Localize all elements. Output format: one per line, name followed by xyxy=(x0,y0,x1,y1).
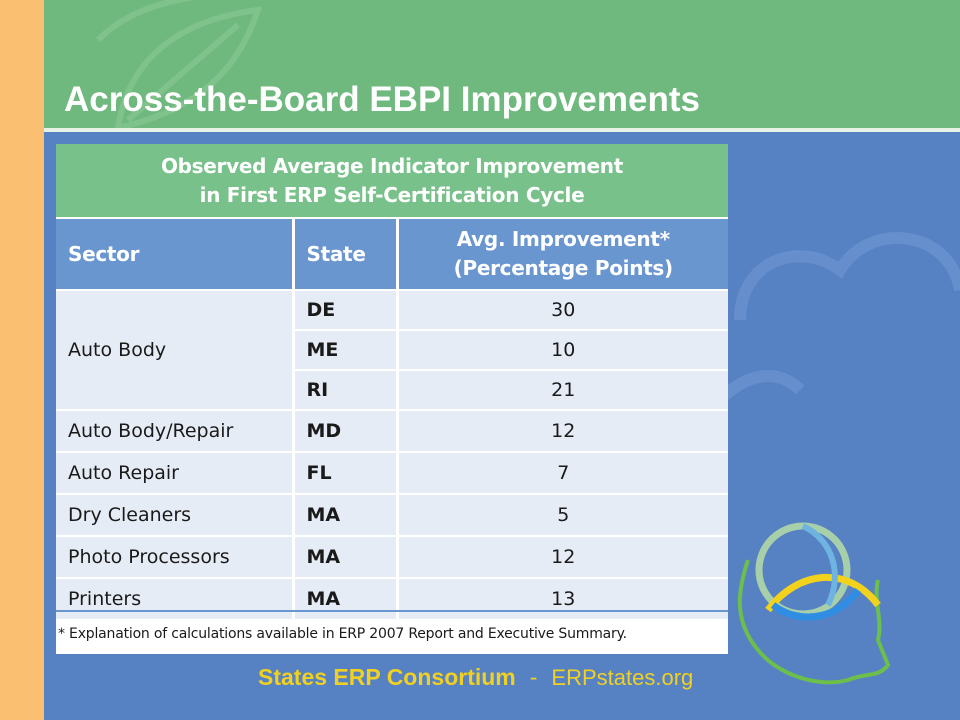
improvement-value-cell: 30 xyxy=(397,289,728,330)
table-caption-line1: Observed Average Indicator Improvement xyxy=(160,153,624,178)
left-accent-stripe xyxy=(0,0,44,720)
state-cell: MA xyxy=(293,577,399,619)
improvement-value-cell: 13 xyxy=(397,577,728,619)
state-cell: DE xyxy=(293,289,399,330)
sector-cell: Auto Body/Repair xyxy=(56,409,295,452)
table-row: Auto Body/Repair MD 12 xyxy=(56,409,728,452)
sector-cell: Auto Repair xyxy=(56,451,295,494)
table-caption: Observed Average Indicator Improvement i… xyxy=(56,144,728,218)
table-row: Dry Cleaners MA 5 xyxy=(56,493,728,536)
improvement-value-cell: 21 xyxy=(397,369,728,410)
indicator-table-panel: Observed Average Indicator Improvement i… xyxy=(56,144,728,654)
improvement-value-cell: 12 xyxy=(397,409,728,452)
table-row: Printers MA 13 xyxy=(56,577,728,619)
slide-title: Across-the-Board EBPI Improvements xyxy=(64,80,700,119)
state-cell: MD xyxy=(293,409,399,452)
footer-website: ERPstates.org xyxy=(551,665,694,690)
cloud-outline-decoration-icon xyxy=(720,232,960,405)
erp-consortium-logo-icon xyxy=(737,522,891,685)
table-row: Photo Processors MA 12 xyxy=(56,535,728,578)
column-header-state: State xyxy=(293,217,399,290)
footer-separator: - xyxy=(529,664,538,690)
improvement-value-cell: 10 xyxy=(397,329,728,370)
footnote-divider xyxy=(56,610,728,612)
sector-cell: Auto Body xyxy=(56,289,295,410)
improvement-value-cell: 7 xyxy=(397,451,728,494)
sector-cell: Dry Cleaners xyxy=(56,493,295,536)
title-underline xyxy=(44,128,960,132)
state-cell: RI xyxy=(293,369,399,410)
indicator-improvement-table: Observed Average Indicator Improvement i… xyxy=(56,144,728,619)
table-footnote: * Explanation of calculations available … xyxy=(58,626,627,642)
table-row: Auto Body DE 30 xyxy=(56,289,728,410)
table-row: ME 10 xyxy=(56,329,728,370)
state-cell: MA xyxy=(293,535,399,578)
footer-consortium-name: States ERP Consortium xyxy=(258,664,516,690)
sector-cell: Photo Processors xyxy=(56,535,295,578)
state-cell: MA xyxy=(293,493,399,536)
sector-cell: Printers xyxy=(56,577,295,619)
table-caption-line2: in First ERP Self-Certification Cycle xyxy=(199,182,585,207)
improvement-value-cell: 5 xyxy=(397,493,728,536)
improvement-value-cell: 12 xyxy=(397,535,728,578)
footer: States ERP Consortium - ERPstates.org xyxy=(258,664,693,691)
title-band xyxy=(44,0,960,128)
column-header-avg-improvement: Avg. Improvement* (Percentage Points) xyxy=(397,217,728,290)
leaf-decoration-icon xyxy=(95,0,263,128)
column-header-avg-line1: Avg. Improvement* xyxy=(456,227,670,251)
state-cell: FL xyxy=(293,451,399,494)
state-cell: ME xyxy=(293,329,399,370)
table-row: RI 21 xyxy=(56,369,728,410)
column-header-avg-line2: (Percentage Points) xyxy=(453,256,673,280)
column-header-sector: Sector xyxy=(56,217,295,290)
table-row: Auto Repair FL 7 xyxy=(56,451,728,494)
